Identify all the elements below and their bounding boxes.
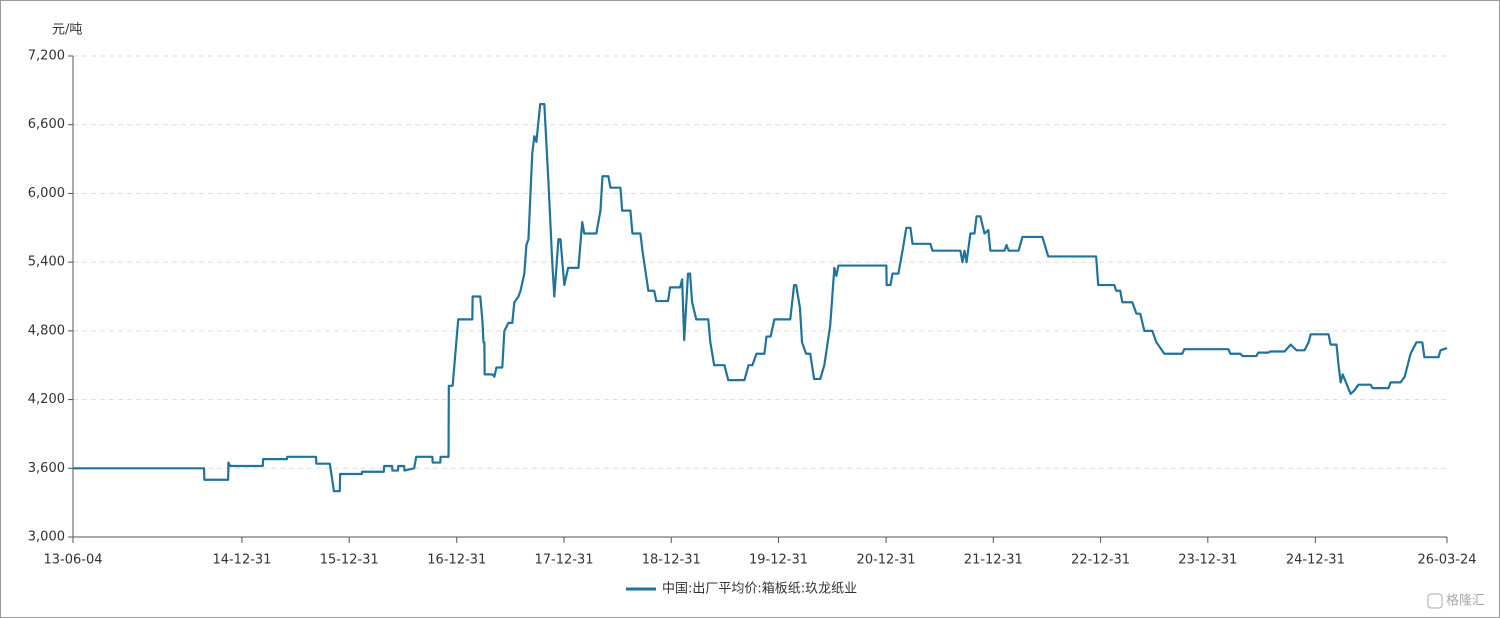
y-axis-unit: 元/吨 [52, 23, 82, 38]
x-tick-label: 18-12-31 [642, 553, 701, 568]
watermark: 格隆汇 [1427, 593, 1485, 609]
x-tick-label: 22-12-31 [1071, 553, 1130, 568]
y-tick-label: 3,600 [28, 461, 65, 476]
x-tick-label: 17-12-31 [535, 553, 594, 568]
y-tick-label: 5,400 [28, 255, 65, 270]
x-tick-label: 21-12-31 [964, 553, 1023, 568]
x-tick-label: 14-12-31 [212, 553, 271, 568]
x-tick-label: 13-06-04 [43, 553, 102, 568]
x-tick-label: 26-03-24 [1417, 553, 1476, 568]
y-tick-label: 6,000 [28, 186, 65, 201]
legend-label: 中国:出厂平均价:箱板纸:玖龙纸业 [662, 581, 857, 597]
watermark-text: 格隆汇 [1446, 593, 1485, 609]
y-tick-label: 3,000 [28, 530, 65, 545]
x-tick-label: 15-12-31 [320, 553, 379, 568]
x-tick-label: 24-12-31 [1286, 553, 1345, 568]
data-line [73, 103, 1448, 493]
x-tick-label: 19-12-31 [749, 553, 808, 568]
y-tick-label: 4,800 [28, 323, 65, 338]
y-tick-label: 7,200 [28, 49, 65, 64]
x-tick-label: 23-12-31 [1178, 553, 1237, 568]
y-tick-label: 6,600 [28, 117, 65, 132]
watermark-icon [1427, 593, 1443, 609]
y-tick-label: 4,200 [28, 392, 65, 407]
x-tick-label: 20-12-31 [857, 553, 916, 568]
x-tick-label: 16-12-31 [427, 553, 486, 568]
